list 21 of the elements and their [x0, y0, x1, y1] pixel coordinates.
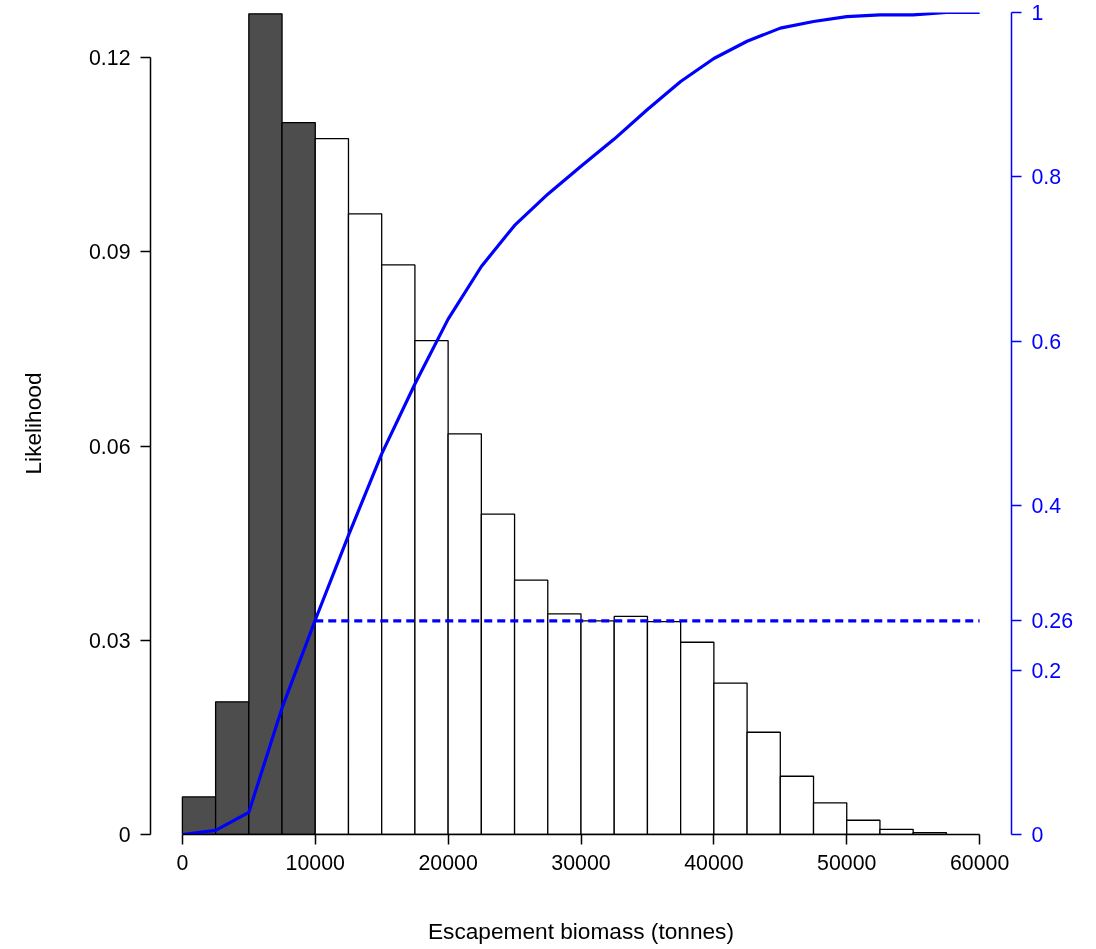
y2-tick-label: 0.4	[1031, 494, 1062, 519]
y2-tick-label: 0.6	[1031, 329, 1062, 354]
x-tick-label: 20000	[418, 850, 478, 875]
y2-tick-label: 0	[1031, 823, 1044, 847]
y2-tick-label: 0.8	[1031, 165, 1062, 190]
x-tick-label: 60000	[949, 850, 1010, 875]
x-axis-title: Escapement biomass (tonnes)	[428, 917, 735, 944]
y-axis-title: Likelihood	[19, 372, 46, 475]
y2-tick-label: 0.2	[1031, 658, 1062, 683]
y-tick-label: 0.12	[88, 46, 131, 71]
x-tick-label: 40000	[684, 850, 744, 875]
x-tick-label: 10000	[285, 850, 346, 875]
x-tick-label: 30000	[551, 850, 611, 875]
x-tick-label: 0	[176, 850, 189, 875]
y-tick-label: 0	[118, 823, 131, 847]
x-tick-label: 50000	[817, 850, 877, 875]
y2-tick-label: 1	[1031, 1, 1044, 25]
y-tick-label: 0.06	[88, 434, 131, 459]
y-tick-label: 0.03	[88, 628, 131, 653]
y2-tick-label: 0.26	[1031, 609, 1074, 634]
y-tick-label: 0.09	[88, 240, 131, 265]
